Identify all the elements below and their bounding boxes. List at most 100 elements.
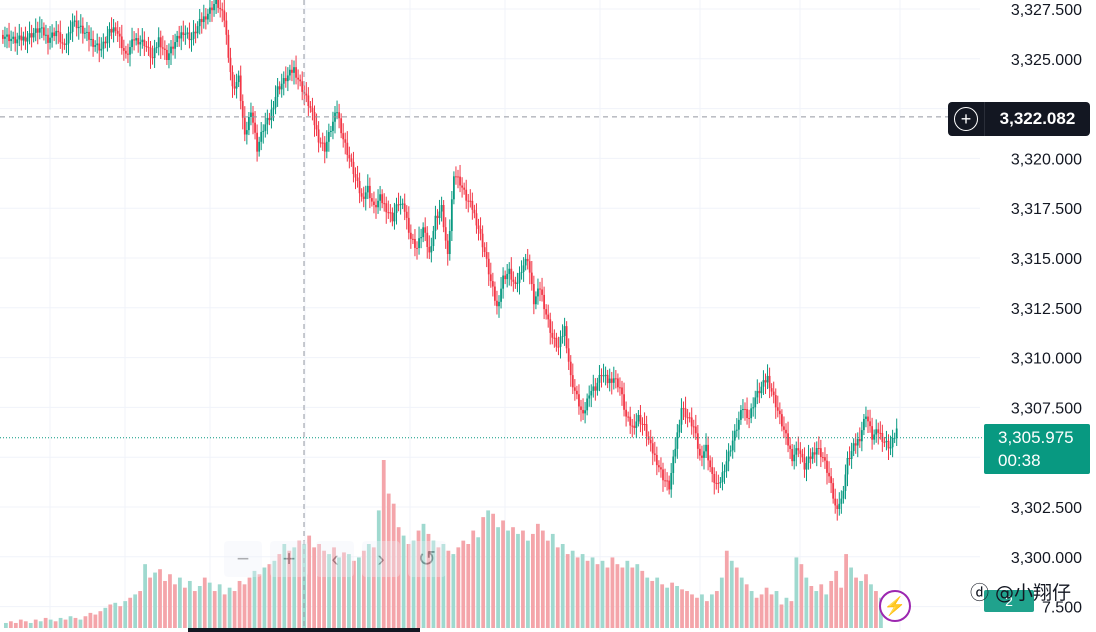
candle-body [481,233,484,248]
candle-body [465,189,468,201]
volume-bar [232,591,237,628]
candle-body [840,498,843,504]
candle-body [756,390,759,398]
candle-body [211,7,213,11]
volume-bar [118,606,123,628]
volume-bar [620,567,625,628]
candle-body [686,417,689,419]
candle-body [467,200,470,202]
candle-body [237,75,240,83]
volume-bar [605,567,610,628]
volume-price-label: 2 [984,590,1034,612]
candle-body [16,39,19,44]
candle-body [705,444,707,452]
candle-body [623,394,625,410]
candle-body [194,31,197,34]
candle-body [772,391,775,396]
zoom-in-icon[interactable]: + [270,541,308,577]
candle-body [660,467,662,470]
candle-body [440,205,443,212]
price-tick-label: 3,310.000 [1011,351,1082,368]
candle-body [479,228,482,234]
candle-body [442,205,445,228]
candle-body [737,419,740,430]
candle-body [262,130,265,132]
candle-body [582,409,584,414]
add-alert-icon[interactable]: + [948,102,985,136]
candle-body [282,78,285,84]
price-axis[interactable]: 3,327.500 3,325.000 3,320.000 3,317.500 3,31… [1011,2,1082,617]
volume-bar [153,572,157,628]
candle-body [569,361,572,376]
candle-body [735,429,738,431]
candle-body [319,142,322,144]
candle-body [539,288,541,290]
candle-body [438,211,441,219]
chart-nav-toolbar: − + ‹ › ↺ [224,541,494,577]
volume-bar [799,564,804,628]
zoom-out-icon[interactable]: − [224,541,262,577]
candle-body [252,112,254,123]
candle-body [678,424,681,433]
candle-body [567,348,570,362]
candle-body [692,426,695,428]
candle-body [633,425,636,428]
candle-body [381,194,384,204]
volume-bar [13,622,18,628]
candle-body [393,212,396,222]
candle-body [110,28,113,33]
candle-body [270,109,273,121]
time-scrollbar[interactable] [188,628,420,632]
candle-body [457,176,459,178]
volume-bar [535,523,540,628]
volume-bar [207,582,212,628]
volume-bar [307,535,312,628]
candle-body [680,408,683,425]
price-tick-label: 3,327.500 [1011,2,1082,19]
volume-bar [421,523,426,628]
candle-body [696,433,699,449]
volume-bar [496,527,500,628]
candle-body [225,20,228,35]
candle-body [762,380,765,387]
volume-bar [287,550,292,628]
scroll-right-icon[interactable]: › [362,541,400,577]
volume-bar [332,547,336,628]
candle-body [243,117,246,135]
lightning-icon[interactable]: ⚡ [879,590,911,622]
candle-body [371,198,373,202]
volume-bar [451,554,456,628]
volume-bar [789,601,794,628]
volume-bar [277,554,282,628]
candle-body [176,35,179,43]
volume-bar [461,540,466,628]
candle-body [163,48,166,50]
reset-icon[interactable]: ↺ [408,541,446,577]
candle-body [8,34,10,42]
volume-bar [4,622,8,628]
volume-bar [580,554,585,628]
candle-body [822,457,824,459]
candle-body [6,34,8,37]
candle-body [801,453,804,458]
volume-bar [98,611,103,628]
candle-body [307,95,310,107]
candle-body [764,380,767,383]
candle-body [239,75,242,102]
candle-body [838,503,841,509]
candle-body [707,444,709,461]
candle-body [885,440,888,443]
candle-body [274,96,277,108]
volume-bar [416,530,421,628]
candle-body [190,38,193,41]
candle-body [278,86,281,90]
scroll-left-icon[interactable]: ‹ [316,541,354,577]
candle-body [391,212,394,222]
candle-body [746,409,748,419]
candle-body [120,36,123,49]
candle-body [360,193,363,197]
candle-body [807,456,810,464]
candle-body [576,390,578,395]
candle-body [651,443,654,454]
